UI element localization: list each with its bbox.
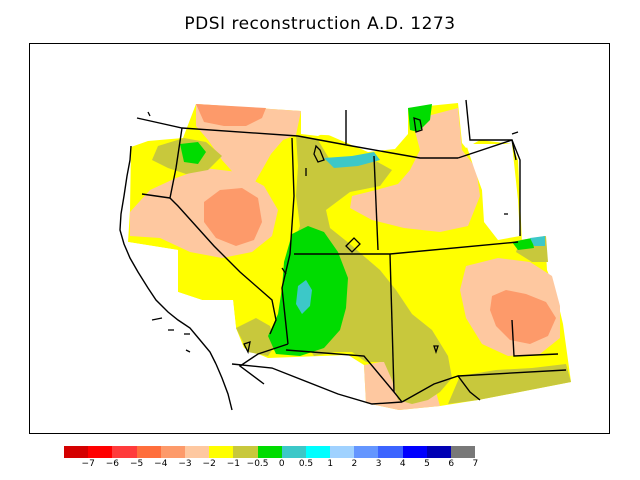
legend-swatch [378, 446, 403, 458]
legend-swatch [330, 446, 355, 458]
map-title: PDSI reconstruction A.D. 1273 [184, 14, 456, 34]
legend-tick-labels: −7 −6 −5 −4 −3 −2 −1 −0.5 0 0.5 1 2 3 4 5 6 7 [0, 459, 640, 473]
legend-swatch [88, 446, 113, 458]
legend-tick-label: −4 [154, 459, 168, 469]
legend-tick-label: 3 [375, 459, 382, 469]
pdsi-wet-east [530, 236, 545, 246]
pdsi-very-dry-core-east [490, 290, 556, 344]
pdsi-very-dry-nw [196, 104, 266, 126]
legend-swatch [305, 446, 331, 458]
legend-colorbar [64, 446, 476, 458]
no-data-area-northeast [466, 144, 520, 240]
legend-tick-label: −7 [81, 459, 95, 469]
legend-tick-label: 4 [399, 459, 406, 469]
pdsi-slightly-wet-nw [180, 142, 206, 164]
pdsi-slightly-wet-north [408, 104, 432, 132]
legend-tick-label: 0.5 [298, 459, 314, 469]
pdsi-very-dry-core-west [204, 188, 262, 246]
legend-tick-label: 1 [327, 459, 334, 469]
legend-tick-label: 0 [278, 459, 285, 469]
legend-tick-label: −6 [105, 459, 120, 469]
legend-swatch [426, 446, 451, 458]
legend-swatch [233, 446, 258, 458]
legend-swatch [64, 446, 89, 458]
legend-tick-label: −1 [226, 459, 241, 469]
legend-tick-label: −2 [202, 459, 216, 469]
legend-swatch [451, 446, 476, 458]
legend-tick-label: −5 [129, 459, 144, 469]
legend-swatch [281, 446, 306, 458]
legend-swatch [209, 446, 234, 458]
pdsi-wet-core [296, 280, 312, 314]
legend-tick-label: 6 [448, 459, 455, 469]
legend-swatch [160, 446, 185, 458]
pdsi-dry-northeast [350, 108, 480, 232]
legend-tick-label: 7 [472, 459, 479, 469]
pdsi-near-normal-south [236, 318, 276, 356]
legend-tick-label: 5 [424, 459, 430, 469]
lake-outlines [147, 111, 519, 355]
no-data-area-southwest [128, 242, 236, 360]
legend-tick-label: −0.5 [246, 459, 269, 469]
no-data-area-north [302, 113, 346, 136]
legend-swatch [136, 446, 161, 458]
legend-swatch [184, 446, 210, 458]
pdsi-slightly-wet-east [512, 238, 534, 250]
legend-tick-label: 2 [351, 459, 358, 469]
legend-swatch [354, 446, 379, 458]
legend-swatch [112, 446, 137, 458]
pdsi-near-normal-southeast [448, 364, 571, 404]
legend-swatch [402, 446, 427, 458]
boundary-lines [119, 99, 567, 411]
legend-tick-label: −3 [178, 459, 192, 469]
legend-swatch [257, 446, 282, 458]
pdsi-wet-north [324, 152, 380, 168]
